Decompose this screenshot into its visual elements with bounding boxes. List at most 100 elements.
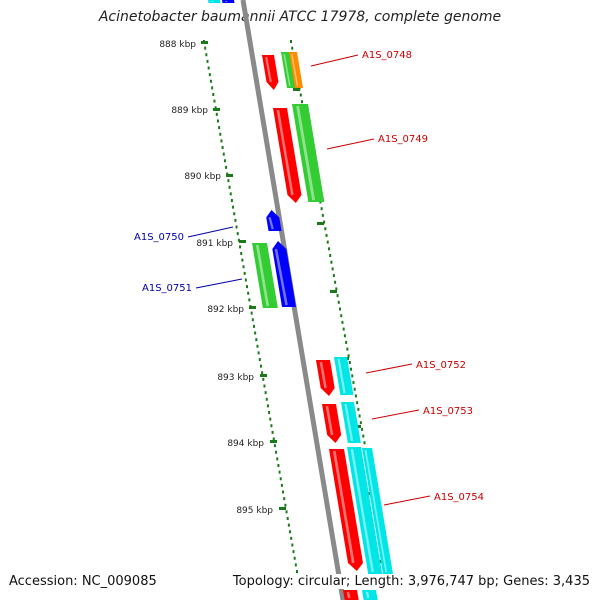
- feature-a1s-0752-cyan[interactable]: [334, 357, 354, 395]
- gene-label-a1s-0751[interactable]: A1S_0751: [142, 283, 192, 294]
- scale-dot-left: [227, 179, 230, 183]
- scale-dot-left: [203, 40, 205, 43]
- feature-a1s-0753-cyan[interactable]: [341, 402, 361, 443]
- scale-dot-right: [348, 361, 351, 364]
- scale-dot-left: [291, 543, 294, 547]
- scale-dot-right: [361, 427, 364, 431]
- scale-dot-right: [301, 100, 304, 104]
- feature-a1s-0754-cyan-b[interactable]: [362, 448, 393, 574]
- scale-dot-left: [283, 497, 286, 501]
- feature-a1s-0748-orange[interactable]: [289, 52, 303, 88]
- feature-bottom-cyan[interactable]: [362, 590, 378, 600]
- scale-dot-right: [291, 46, 294, 50]
- scale-dot-left: [230, 199, 233, 202]
- gene-label-a1s-0752[interactable]: A1S_0752: [416, 360, 466, 371]
- feature-top-blue[interactable]: [222, 0, 235, 3]
- feature-a1s-0749-red[interactable]: [273, 108, 302, 203]
- scale-dot-left: [206, 59, 209, 63]
- feature-a1s-0753-red[interactable]: [322, 404, 342, 443]
- scale-dot-left: [255, 338, 258, 342]
- scale-dot-left: [256, 344, 259, 348]
- scale-label-893: 893 kbp: [217, 373, 254, 383]
- scale-dot-right: [339, 307, 341, 311]
- gene-label-a1s-0753[interactable]: A1S_0753: [423, 406, 473, 417]
- feature-a1s-0749-green[interactable]: [292, 104, 325, 202]
- scale-dot-left: [258, 358, 261, 361]
- scale-label-890: 890 kbp: [184, 172, 221, 182]
- scale-dot-left: [293, 556, 296, 560]
- features: [208, 0, 393, 600]
- scale-dot-left: [207, 66, 210, 70]
- gene-label-a1s-0750[interactable]: A1S_0750: [134, 232, 184, 243]
- scale-dot-left: [286, 517, 289, 520]
- scale-dot-left: [223, 159, 226, 163]
- scale-dot-left: [209, 79, 212, 83]
- scale-tick: [260, 374, 267, 377]
- gene-label-a1s-0749[interactable]: A1S_0749: [378, 134, 428, 145]
- feature-a1s-0748-green[interactable]: [281, 52, 296, 88]
- scale-dot-right: [342, 327, 345, 331]
- scale-dot-left: [280, 483, 283, 487]
- scale-dot-left: [232, 205, 235, 209]
- scale-dot-left: [269, 417, 272, 421]
- gene-label-a1s-0748[interactable]: A1S_0748: [362, 50, 412, 61]
- scale-dot-left: [285, 510, 288, 514]
- scale-dot-right: [351, 374, 354, 378]
- scale-label-891: 891 kbp: [196, 239, 233, 249]
- scale-dot-right: [354, 394, 357, 398]
- feature-a1s-0748-red[interactable]: [262, 55, 279, 90]
- scale-dot-left: [272, 437, 275, 441]
- scale-dot-left: [225, 165, 228, 169]
- gene-labels: A1S_0748 A1S_0749 A1S_0750 A1S_0751 A1S_…: [134, 50, 484, 503]
- scale-dot-right: [325, 233, 328, 237]
- feature-a1s-0751-green[interactable]: [252, 243, 278, 308]
- scale-tick: [366, 492, 373, 495]
- scale-label-894: 894 kbp: [227, 439, 264, 449]
- scale-dot-right: [330, 260, 333, 264]
- scale-dot-left: [242, 265, 245, 269]
- scale-tick: [249, 306, 256, 309]
- scale-dot-left: [221, 146, 224, 149]
- feature-a1s-0752-red[interactable]: [316, 360, 335, 396]
- scale-tick: [279, 507, 286, 510]
- scale-dot-right: [299, 93, 302, 97]
- scale-tick: [226, 174, 233, 177]
- scale-dot-right: [327, 247, 330, 251]
- feature-top-cyan[interactable]: [208, 0, 221, 3]
- scale-dot-left: [273, 444, 276, 448]
- scale-dot-left: [249, 305, 252, 308]
- leader-a1s-0752: [365, 363, 413, 374]
- scale-dot-right: [332, 274, 335, 278]
- scale-dot-right: [324, 227, 327, 231]
- scale-dot-right: [358, 414, 361, 418]
- feature-a1s-0754-red[interactable]: [329, 449, 363, 571]
- scale-dot-right: [345, 340, 348, 344]
- scale-dot-left: [240, 252, 243, 255]
- scale-dot-left: [233, 212, 236, 216]
- feature-bottom-red[interactable]: [343, 590, 359, 600]
- scale-dot-right: [337, 300, 340, 304]
- scale-dot-right: [343, 334, 346, 338]
- scale-dot-left: [247, 291, 250, 295]
- scale-dot-left: [290, 536, 293, 540]
- scale-dot-left: [211, 86, 214, 90]
- scale-dot-right: [340, 314, 343, 318]
- feature-a1s-0750-blue[interactable]: [266, 210, 282, 231]
- scale-dot-right: [346, 347, 349, 351]
- scale-tick: [213, 108, 220, 111]
- gene-label-a1s-0754[interactable]: A1S_0754: [434, 492, 484, 503]
- scale-label-895: 895 kbp: [236, 506, 273, 516]
- scale-dot-left: [289, 530, 292, 534]
- scale-dot-left: [261, 371, 264, 375]
- scale-dot-right: [347, 354, 350, 358]
- scale-dot-left: [248, 298, 251, 302]
- feature-a1s-0751-blue[interactable]: [272, 241, 296, 307]
- scale-dot-left: [287, 523, 290, 527]
- feature-a1s-0754-cyan[interactable]: [347, 447, 383, 574]
- scale-dot-left: [218, 126, 221, 130]
- leader-a1s-0751: [195, 278, 243, 289]
- accession-text: Accession: NC_009085: [9, 574, 157, 589]
- scale-dot-left: [234, 218, 237, 222]
- scale-dot-left: [279, 477, 282, 481]
- scale-dot-right: [334, 280, 337, 284]
